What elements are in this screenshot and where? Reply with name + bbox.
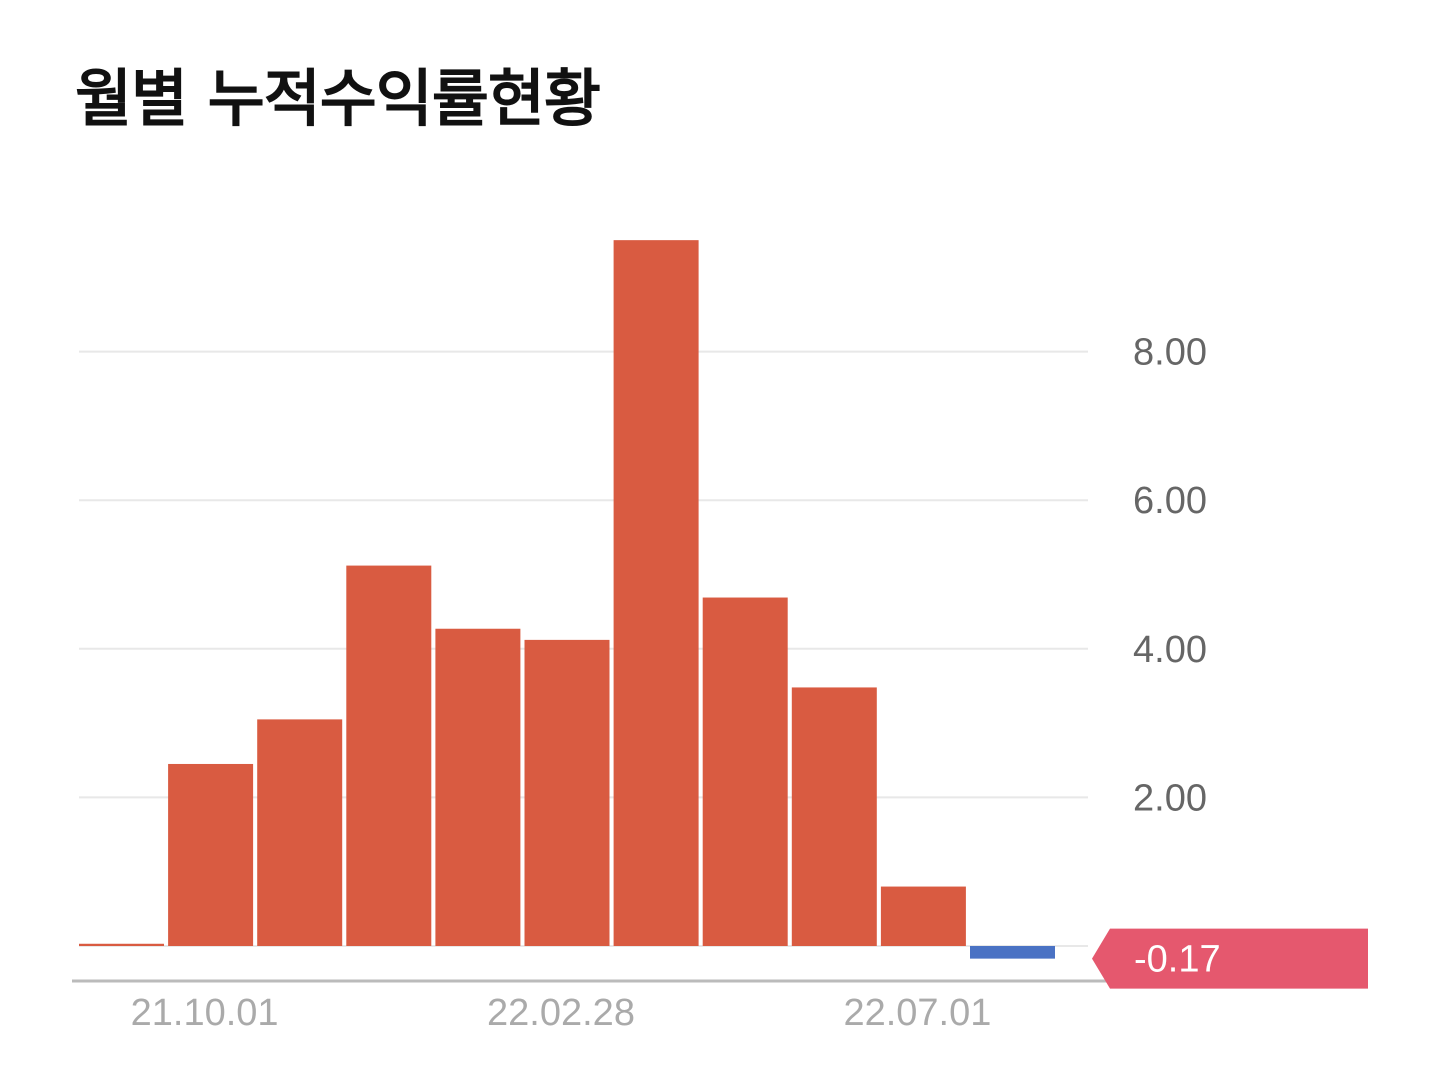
x-tick-label: 22.02.28 [487, 992, 635, 1034]
x-axis-ticks: 21.10.01 22.02.28 22.07.01 [131, 992, 992, 1034]
bar [524, 639, 610, 946]
bar [346, 565, 432, 946]
y-tick-label: 2.00 [1133, 777, 1207, 819]
bar [435, 628, 521, 946]
bar [702, 597, 788, 946]
bar [613, 240, 699, 946]
x-tick-label: 21.10.01 [131, 992, 279, 1034]
current-value-badge-shape [1092, 928, 1368, 989]
bar [791, 687, 877, 946]
y-axis-ticks: 2.00 4.00 6.00 8.00 [1133, 332, 1207, 820]
x-tick-label: 22.07.01 [843, 992, 991, 1034]
bar [168, 763, 254, 946]
bar [880, 886, 966, 946]
bar [257, 719, 343, 946]
y-tick-label: 6.00 [1133, 480, 1207, 522]
bars [79, 240, 1055, 959]
bar [970, 946, 1055, 959]
current-value-label: -0.17 [1134, 939, 1221, 981]
y-tick-label: 8.00 [1133, 332, 1207, 374]
current-value-badge: -0.17 [1092, 928, 1368, 989]
bar [79, 943, 164, 946]
chart-title: 월별 누적수익률현황 [75, 62, 601, 135]
y-tick-label: 4.00 [1133, 629, 1207, 671]
